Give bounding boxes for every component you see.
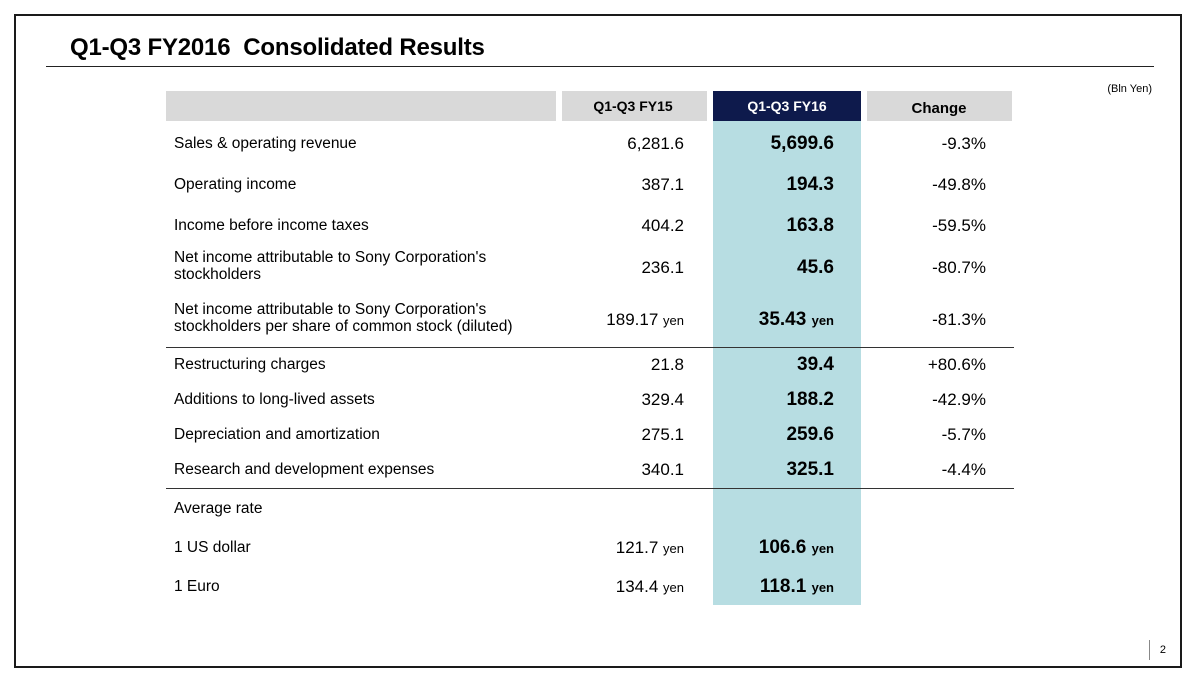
row-label: Research and development expenses	[174, 461, 435, 478]
value-change: -80.7%	[932, 258, 986, 277]
header-gap	[861, 91, 867, 121]
column-header-change: Change	[911, 100, 967, 117]
value-change: -4.4%	[941, 460, 986, 479]
value-fy15: 6,281.6	[627, 134, 684, 153]
row-label: 1 US dollar	[174, 539, 251, 556]
section-divider	[166, 347, 1014, 348]
row-label: Net income attributable to Sony Corporat…	[174, 301, 513, 335]
value-fy15-unit: yen	[663, 580, 684, 595]
header-band	[166, 91, 1012, 121]
value-fy16: 39.4	[797, 354, 834, 375]
header-gap	[556, 91, 562, 121]
value-fy15: 236.1	[641, 258, 684, 277]
results-table: Q1-Q3 FY15 Q1-Q3 FY16 Change Sales & ope…	[166, 91, 1014, 611]
header-gap	[707, 91, 713, 121]
value-change: -81.3%	[932, 310, 986, 329]
value-change: -49.8%	[932, 175, 986, 194]
value-fy16-unit: yen	[811, 541, 834, 556]
value-fy15: 340.1	[641, 460, 684, 479]
row-label: Sales & operating revenue	[174, 135, 357, 152]
value-fy16-unit: yen	[811, 313, 834, 328]
unit-note: (Bln Yen)	[1107, 83, 1152, 95]
value-fy15-unit: yen	[663, 313, 684, 328]
row-label: Depreciation and amortization	[174, 426, 380, 443]
fy16-highlight-column	[713, 91, 861, 605]
value-fy16-number: 118.1	[759, 576, 807, 597]
value-fy15: 275.1	[641, 425, 684, 444]
value-fy15: 404.2	[641, 216, 684, 235]
row-label: Restructuring charges	[174, 356, 326, 373]
slide-frame	[14, 14, 1182, 668]
column-header-fy16: Q1-Q3 FY16	[747, 98, 827, 114]
value-fy16: 194.3	[786, 174, 834, 195]
value-fy15-number: 121.7	[615, 538, 659, 557]
value-fy16: 106.6 yen	[759, 537, 834, 559]
column-header-fy15: Q1-Q3 FY15	[593, 98, 673, 114]
row-label: Income before income taxes	[174, 217, 369, 234]
value-fy15: 134.4 yen	[616, 577, 684, 597]
value-change: -9.3%	[941, 134, 986, 153]
value-fy16: 45.6	[797, 257, 834, 278]
value-fy15-number: 189.17	[606, 310, 659, 329]
value-fy16-number: 35.43	[758, 309, 807, 330]
row-label: Operating income	[174, 176, 297, 193]
value-fy15: 189.17 yen	[606, 310, 684, 330]
value-change: -42.9%	[932, 390, 986, 409]
value-fy16: 5,699.6	[770, 133, 834, 154]
value-fy16: 259.6	[786, 424, 834, 445]
value-fy15: 329.4	[641, 390, 684, 409]
value-fy16: 163.8	[786, 215, 834, 236]
value-fy16: 118.1 yen	[760, 576, 834, 598]
value-fy16-number: 106.6	[758, 537, 807, 558]
section-divider	[166, 488, 1014, 489]
row-label: 1 Euro	[174, 578, 220, 595]
value-fy15: 121.7 yen	[616, 538, 684, 558]
value-fy16: 325.1	[786, 459, 834, 480]
value-fy15-number: 134.4	[615, 577, 659, 596]
value-fy16-unit: yen	[811, 580, 834, 595]
row-label: Additions to long-lived assets	[174, 391, 375, 408]
fy16-header-band	[713, 91, 861, 121]
value-fy15: 387.1	[641, 175, 684, 194]
value-change: -59.5%	[932, 216, 986, 235]
page-number: 2	[1159, 644, 1166, 656]
value-fy16: 35.43 yen	[759, 309, 834, 331]
row-label: Net income attributable to Sony Corporat…	[174, 249, 487, 283]
value-fy15-unit: yen	[663, 541, 684, 556]
page-number-divider	[1149, 640, 1150, 660]
value-change: +80.6%	[927, 355, 986, 374]
title-divider	[46, 66, 1154, 67]
page-title: Q1-Q3 FY2016 Consolidated Results	[70, 34, 485, 61]
section-label-average-rate: Average rate	[174, 500, 263, 517]
value-fy16: 188.2	[786, 389, 834, 410]
value-change: -5.7%	[941, 425, 986, 444]
value-fy15: 21.8	[650, 355, 684, 374]
